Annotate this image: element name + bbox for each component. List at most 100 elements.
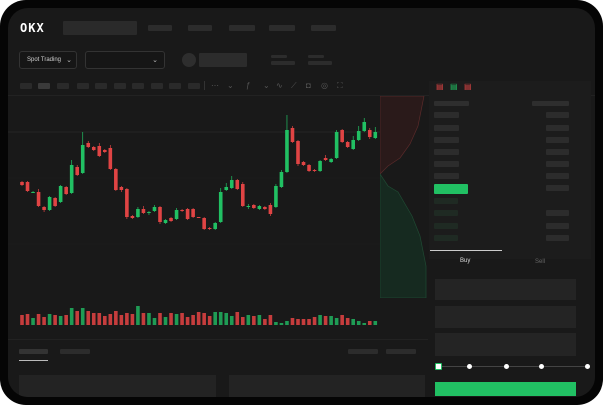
volume-bar	[53, 315, 57, 325]
volume-bar	[279, 323, 284, 325]
coin-icon	[182, 53, 196, 67]
candle-body	[351, 140, 355, 149]
slider-stop-75[interactable]	[539, 364, 544, 369]
volume-bar	[36, 314, 41, 325]
nav-item-5[interactable]	[311, 25, 336, 31]
timeframe-button[interactable]	[77, 83, 89, 89]
volume-bar	[97, 313, 102, 325]
okx-logo[interactable]: OKX	[20, 21, 45, 35]
ask-depth-area	[380, 96, 425, 175]
nav-item-1[interactable]	[148, 25, 172, 31]
volume-bar	[69, 308, 74, 325]
candle-body	[80, 145, 85, 173]
book-asks-icon[interactable]: ▤	[464, 82, 472, 91]
volume-bar	[367, 321, 372, 325]
stat-label	[308, 55, 324, 58]
search-box[interactable]	[63, 21, 137, 35]
volume-bar	[75, 311, 79, 325]
candle-body	[274, 186, 278, 207]
amount-slider[interactable]	[439, 366, 587, 367]
candle-body	[229, 180, 234, 188]
chevron-down-icon[interactable]: ⌄	[227, 81, 234, 90]
timeframe-button[interactable]	[38, 83, 50, 89]
nav-item-3[interactable]	[229, 25, 255, 31]
nav-item-4[interactable]	[269, 25, 295, 31]
candle-body	[136, 209, 140, 217]
volume-bar	[312, 317, 317, 325]
timeframe-button[interactable]	[151, 83, 163, 89]
slider-stop-50[interactable]	[504, 364, 509, 369]
volume-bar	[257, 315, 262, 325]
candle-body	[25, 182, 30, 191]
price-input[interactable]	[435, 279, 576, 300]
slider-handle[interactable]	[435, 363, 442, 370]
book-bids-icon[interactable]: ▤	[450, 82, 458, 91]
volume-bar	[207, 316, 212, 325]
tab-order-history[interactable]	[60, 349, 90, 354]
nav-item-2[interactable]	[188, 25, 212, 31]
pair-dropdown[interactable]: ⌄	[85, 51, 165, 69]
amount-input[interactable]	[435, 306, 576, 328]
tab-sell[interactable]: Sell	[535, 259, 546, 265]
chevron-down-icon[interactable]: ⌄	[263, 81, 270, 90]
volume-bar	[86, 311, 91, 325]
line-chart-icon[interactable]: ⋯	[211, 81, 219, 90]
divider	[204, 81, 205, 90]
timeframe-button[interactable]	[169, 83, 181, 89]
app-screen: OKX Spot Trading ⌄ ⌄ ⋯ ⌄ ƒ ⌄ ∿ ⟋ ◘ ◎ ⛶ ▤…	[8, 8, 595, 397]
candle-body	[180, 210, 184, 211]
filter-button[interactable]	[348, 349, 378, 354]
timeframe-button[interactable]	[20, 83, 32, 89]
timeframe-button[interactable]	[132, 83, 144, 89]
candle-body	[318, 161, 322, 171]
candle-body	[114, 169, 118, 190]
camera-icon[interactable]: ◘	[306, 81, 311, 90]
fullscreen-icon[interactable]: ⛶	[337, 81, 343, 90]
ruler-icon[interactable]: ⟋	[291, 81, 297, 90]
ask-price	[434, 112, 459, 118]
slider-stop-100[interactable]	[585, 364, 590, 369]
timeframe-button[interactable]	[188, 83, 200, 89]
total-input[interactable]	[435, 333, 576, 356]
tab-buy[interactable]: Buy	[460, 258, 471, 264]
candlestick-chart[interactable]	[8, 8, 438, 338]
view-all-button[interactable]	[386, 349, 416, 354]
settings-icon[interactable]: ◎	[321, 81, 328, 90]
timeframe-button[interactable]	[57, 83, 69, 89]
candle-body	[279, 172, 284, 187]
candle-body	[235, 180, 240, 189]
volume-bar	[301, 319, 306, 325]
active-tab-indicator	[430, 250, 502, 251]
ask-amount	[546, 185, 569, 191]
price-display	[199, 53, 247, 67]
depth-chart	[380, 96, 427, 298]
candle-body	[141, 209, 146, 213]
candle-body	[36, 192, 41, 206]
timeframe-button[interactable]	[114, 83, 126, 89]
candle-body	[246, 206, 251, 207]
tab-open-orders[interactable]	[19, 349, 48, 354]
spot-trading-dropdown[interactable]: Spot Trading ⌄	[19, 51, 77, 69]
bid-amount	[546, 235, 569, 241]
buy-button[interactable]	[435, 382, 576, 396]
candle-body	[268, 205, 273, 214]
volume-bar	[141, 313, 146, 325]
candle-body	[119, 187, 124, 190]
wave-icon[interactable]: ∿	[276, 81, 283, 90]
indicator-icon[interactable]: ƒ	[246, 81, 251, 90]
volume-bar	[340, 315, 344, 325]
candle-body	[158, 207, 162, 222]
timeframe-button[interactable]	[95, 83, 107, 89]
book-both-icon[interactable]: ▤	[436, 82, 444, 91]
volume-bar	[202, 313, 206, 325]
candle-body	[31, 192, 35, 193]
candle-body	[263, 207, 267, 209]
candle-body	[75, 167, 79, 175]
volume-bar	[218, 312, 223, 325]
ask-price	[434, 161, 459, 167]
candle-body	[108, 148, 113, 169]
candle-body	[42, 207, 46, 210]
candle-body	[169, 218, 173, 221]
slider-stop-25[interactable]	[467, 364, 472, 369]
stat-label	[271, 55, 287, 58]
